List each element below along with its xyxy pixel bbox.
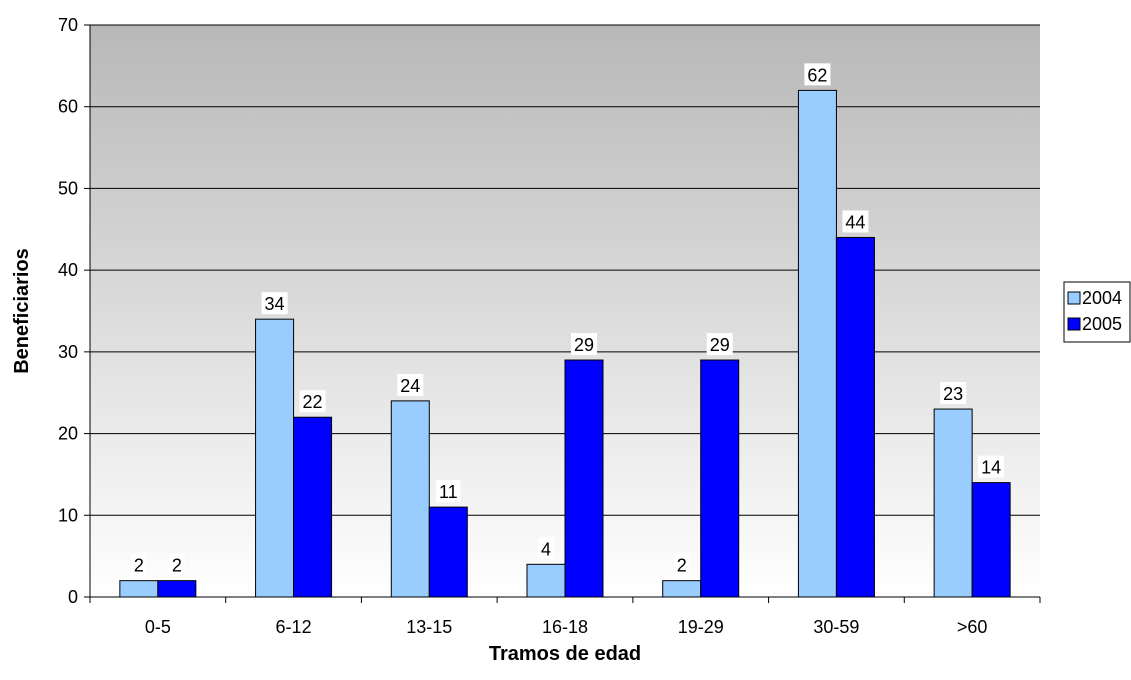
data-label-bg: [706, 333, 733, 356]
y-tick-label: 30: [58, 342, 78, 362]
bar-2005: [971, 482, 1011, 598]
data-label-bg: [299, 390, 326, 413]
data-label: 14: [981, 458, 1001, 478]
bar-2005: [700, 359, 740, 598]
bar-2004: [526, 563, 566, 598]
data-label: 2: [134, 556, 144, 576]
legend-swatch-2005: [1067, 317, 1081, 331]
x-tick-label: 13-15: [406, 617, 452, 637]
y-tick-label: 70: [58, 15, 78, 35]
data-label: 11: [439, 482, 458, 502]
bar-2004: [255, 318, 295, 598]
data-label: 2: [677, 556, 687, 576]
x-tick-label: 30-59: [813, 617, 859, 637]
x-tick-label: >60: [957, 617, 988, 637]
data-label-bg: [570, 333, 598, 356]
bar-2004: [797, 89, 837, 598]
bar-2004: [662, 580, 702, 598]
bar-2005: [157, 580, 197, 598]
data-label: 34: [265, 294, 285, 314]
data-label-bg: [537, 537, 555, 560]
data-label-bg: [842, 210, 869, 233]
legend-swatch-2004: [1067, 291, 1081, 305]
data-label: 29: [574, 335, 594, 355]
y-axis-title: Beneficiarios: [11, 248, 33, 374]
bar-2005: [835, 236, 875, 598]
x-tick-label: 16-18: [542, 617, 588, 637]
bars: [119, 89, 1011, 598]
data-label: 22: [303, 392, 323, 412]
data-label: 2: [172, 556, 182, 576]
x-axis-title: Tramos de edad: [489, 643, 641, 665]
x-tick-label: 19-29: [678, 617, 724, 637]
data-label-bg: [804, 63, 831, 86]
data-label: 29: [710, 335, 730, 355]
legend: 2004 2005: [1063, 281, 1131, 343]
data-label-bg: [940, 382, 967, 405]
bar-2005: [293, 416, 333, 598]
y-tick-label: 20: [58, 424, 78, 444]
data-label-bg: [130, 553, 147, 576]
data-label: 23: [943, 384, 963, 404]
data-label-bg: [168, 553, 185, 576]
y-tick-label: 0: [68, 587, 78, 607]
data-label: 62: [807, 65, 827, 85]
axes: 0 10 20 30 40 50 60 70 0-5 6-12 13-15 16-18 19-29 30-…: [58, 15, 1041, 637]
data-label-bg: [978, 455, 1005, 478]
data-label-bg: [435, 480, 461, 503]
bar-2004: [933, 408, 973, 598]
bar-2004: [119, 580, 159, 598]
legend-label-2005: 2005: [1082, 314, 1122, 334]
data-label: 44: [845, 212, 865, 232]
data-label-bg: [673, 553, 690, 576]
y-tick-label: 50: [58, 178, 78, 198]
data-label: 24: [400, 376, 420, 396]
bar-2004: [390, 400, 430, 598]
y-tick-label: 10: [58, 505, 78, 525]
x-tick-label: 0-5: [145, 617, 171, 637]
data-label-bg: [397, 373, 424, 396]
y-tick-label: 60: [58, 97, 78, 117]
data-label-bg: [261, 292, 288, 315]
bar-2005: [564, 359, 604, 598]
y-tick-label: 40: [58, 260, 78, 280]
legend-label-2004: 2004: [1082, 288, 1122, 308]
data-label: 4: [541, 539, 551, 559]
bar-2005: [428, 506, 468, 598]
x-tick-label: 6-12: [276, 617, 312, 637]
